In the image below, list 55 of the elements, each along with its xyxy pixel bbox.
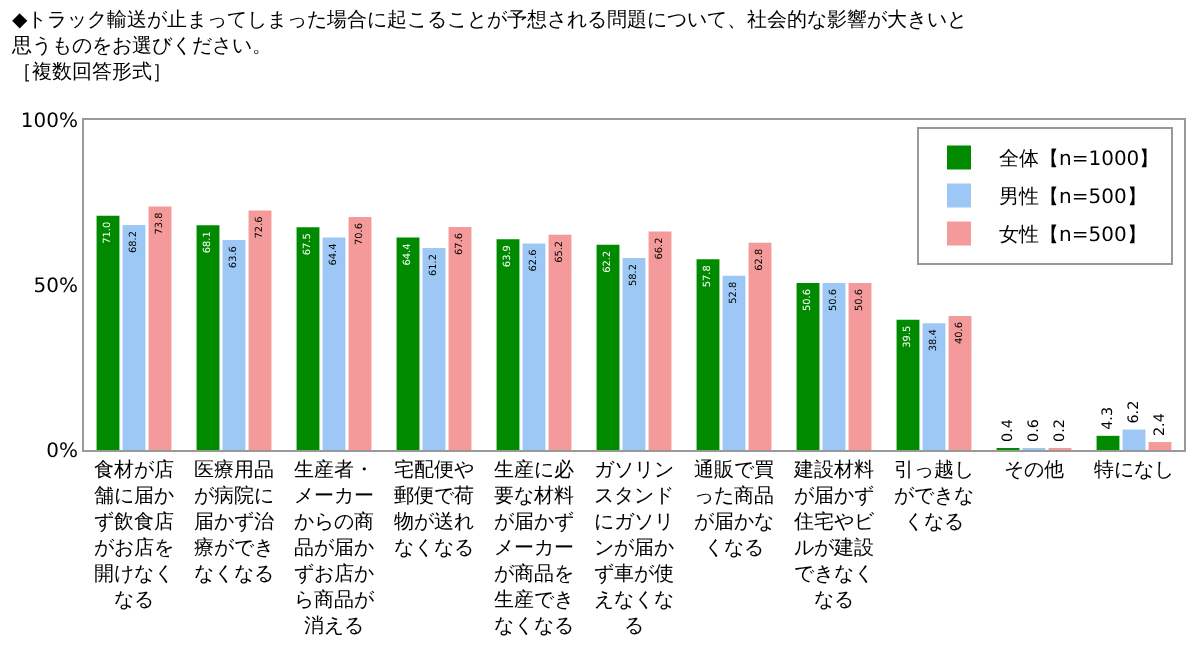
bar (496, 239, 520, 450)
legend-label: 全体【n=1000】 (999, 147, 1160, 172)
bar (596, 244, 620, 450)
bar (248, 210, 272, 450)
y-tick-label: 0% (46, 441, 78, 463)
bar (296, 227, 320, 450)
bar (722, 275, 746, 450)
x-tick-label: 建設材料が届かず住宅やビルが建設できなくなる (792, 458, 876, 612)
bar (148, 206, 172, 450)
bar (96, 215, 120, 450)
bar (1096, 435, 1120, 450)
data-label: 2.4 (1149, 412, 1168, 437)
bar (196, 225, 220, 450)
bar (696, 259, 720, 450)
bar (348, 217, 372, 450)
bar (396, 237, 420, 450)
x-tick-label: 通販で買った商品が届かなくなる (694, 458, 774, 560)
bar (448, 226, 472, 450)
x-tick-label: 宅配便や郵便で荷物が送れなくなる (394, 458, 474, 560)
bar (822, 283, 846, 450)
data-label: 6.2 (1123, 400, 1142, 424)
bar (622, 257, 646, 450)
x-tick-label: 引っ越しができなくなる (894, 458, 974, 534)
data-label: 0.2 (1049, 419, 1068, 442)
bar (796, 283, 820, 450)
y-tick-label: 50% (33, 276, 78, 298)
bar (222, 240, 246, 450)
x-tick-label: 特になし (1094, 458, 1174, 482)
legend-label: 男性【n=500】 (999, 185, 1147, 210)
bar (748, 242, 772, 450)
bar (1148, 442, 1172, 450)
x-tick-label: 食材が店舗に届かず飲食店がお店を開けなくなる (94, 458, 174, 612)
x-tick-label: その他 (1004, 458, 1064, 482)
bar (122, 224, 146, 450)
bar (948, 316, 972, 450)
x-tick-label: 医療用品が病院に届かず治療ができなくなる (194, 458, 274, 586)
data-label: 4.3 (1097, 406, 1116, 430)
bar (322, 237, 346, 450)
x-tick-label: 生産者・メーカーからの商品が届かずお店から商品が消える (294, 458, 376, 638)
bar (548, 234, 572, 450)
chart-subtitle: ［複数回答形式］ (12, 60, 172, 84)
data-label: 0.4 (997, 418, 1016, 442)
data-label: 0.6 (1023, 418, 1042, 442)
bar (896, 319, 920, 450)
legend-label: 女性【n=500】 (999, 223, 1147, 248)
bar (848, 283, 872, 450)
chart-title: ◆トラック輸送が止まってしまった場合に起こることが予想される問題について、社会的な影響が大きいと思うものをお選びください。 (10, 8, 968, 58)
bar (922, 323, 946, 450)
x-tick-label: 生産に必要な材料が届かずメーカーが商品を生産できなくなる (494, 458, 574, 638)
bar (422, 248, 446, 450)
y-tick-label: 100% (20, 111, 78, 133)
bar (648, 231, 672, 450)
bar (522, 243, 546, 450)
x-tick-label: ガソリンスタンドにガソリンが届かず車が使えなくなる (594, 460, 674, 638)
bar (1122, 429, 1146, 450)
